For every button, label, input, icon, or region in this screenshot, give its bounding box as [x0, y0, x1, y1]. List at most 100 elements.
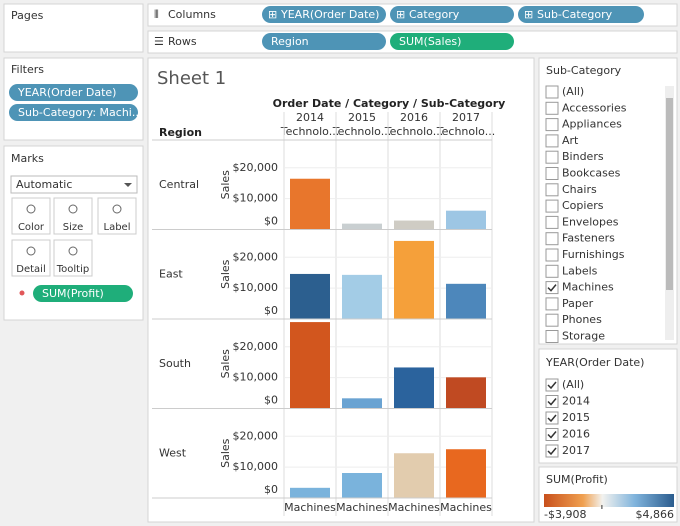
subcategory-label: Machines: [440, 501, 492, 514]
button-icon: [26, 246, 36, 256]
filter-item[interactable]: Labels: [562, 264, 598, 277]
y-tick-label: $10,000: [233, 460, 279, 473]
filter-item[interactable]: Storage: [562, 330, 605, 343]
filter-item[interactable]: 2014: [562, 395, 590, 408]
year-header: 2014: [296, 111, 324, 124]
region-label: Central: [159, 178, 199, 191]
filter-item[interactable]: Chairs: [562, 183, 597, 196]
y-tick-label: $0: [264, 304, 278, 317]
rows-icon: ☰: [154, 35, 164, 48]
column-header: Order Date / Category / Sub-Category: [273, 97, 506, 110]
y-tick-label: $0: [264, 394, 278, 407]
filter-item[interactable]: Accessories: [562, 101, 627, 114]
pill-icon: ⊞: [524, 8, 533, 21]
filter-item[interactable]: Binders: [562, 150, 604, 163]
year-title: YEAR(Order Date): [545, 356, 644, 369]
filter-item[interactable]: 2017: [562, 444, 590, 457]
filter-item[interactable]: (All): [562, 85, 584, 98]
color-dot: [19, 290, 25, 296]
mark-type-dropdown[interactable]: [10, 175, 138, 194]
filter-item[interactable]: Fasteners: [562, 232, 615, 245]
row-pill[interactable]: SUM(Sales): [390, 33, 514, 50]
y-tick-label: $20,000: [233, 340, 279, 353]
checkbox[interactable]: [545, 428, 559, 441]
y-tick-label: $10,000: [233, 281, 279, 294]
filter-pill[interactable]: Sub-Category: Machi..: [9, 104, 139, 121]
pages-card: [3, 3, 144, 53]
filter-item[interactable]: (All): [562, 378, 584, 391]
sheet-title: Sheet 1: [157, 68, 226, 89]
checkbox[interactable]: [545, 118, 559, 132]
marks-button-label: Label: [104, 222, 131, 233]
marks-button[interactable]: [97, 197, 137, 235]
filter-pill[interactable]: YEAR(Order Date): [9, 84, 138, 101]
pill-label: SUM(Sales): [399, 35, 461, 48]
filter-item[interactable]: Phones: [562, 313, 602, 326]
column-pill-bg: [262, 6, 386, 23]
subcategory-card: [538, 57, 678, 345]
checkbox[interactable]: [545, 167, 559, 180]
checkbox[interactable]: [545, 101, 559, 115]
pill-label: YEAR(Order Date): [17, 86, 116, 99]
checkbox[interactable]: [545, 134, 559, 148]
filter-item[interactable]: 2015: [562, 411, 590, 424]
filters-title: Filters: [11, 63, 44, 76]
checkbox[interactable]: [545, 215, 559, 229]
pill-label: SUM(Profit): [42, 287, 104, 300]
filter-item[interactable]: Machines: [562, 281, 614, 294]
marks-button[interactable]: [11, 197, 51, 235]
checkbox[interactable]: [545, 444, 559, 458]
pill-icon: ⊞: [268, 8, 277, 21]
y-axis-title: Sales: [219, 170, 232, 200]
filter-item[interactable]: 2016: [562, 428, 590, 441]
checkbox[interactable]: [545, 183, 559, 197]
marks-button[interactable]: [53, 239, 93, 277]
bar: [394, 453, 434, 498]
column-pill-bg: [390, 6, 514, 23]
checkbox[interactable]: [545, 281, 559, 295]
pill-label: Sub-Category: [537, 8, 613, 21]
column-pill[interactable]: ⊞ YEAR(Order Date): [262, 6, 386, 23]
marks-button[interactable]: [53, 197, 93, 235]
y-axis-title: Sales: [219, 438, 232, 468]
marks-button[interactable]: [11, 239, 51, 277]
checkbox[interactable]: [545, 232, 559, 246]
checkbox[interactable]: [545, 313, 559, 327]
filter-item[interactable]: Paper: [562, 297, 594, 310]
check-mark: [547, 414, 557, 423]
checkbox[interactable]: [545, 411, 559, 425]
checkbox[interactable]: [545, 330, 559, 343]
filter-item[interactable]: Appliances: [562, 118, 622, 131]
category-header: Technolo...: [280, 125, 339, 138]
column-pill[interactable]: ⊞ Category: [390, 6, 514, 23]
filter-item[interactable]: Copiers: [562, 199, 604, 212]
scroll-thumb[interactable]: [666, 98, 673, 290]
checkbox[interactable]: [545, 248, 559, 262]
row-pill[interactable]: Region: [262, 33, 386, 50]
checkbox[interactable]: [545, 150, 559, 164]
filter-item[interactable]: Furnishings: [562, 248, 625, 261]
filter-item[interactable]: Envelopes: [562, 215, 619, 228]
checkbox[interactable]: [545, 85, 559, 99]
filter-item[interactable]: Bookcases: [562, 167, 621, 180]
dropdown-arrow: [124, 183, 132, 187]
profit-pill[interactable]: SUM(Profit): [33, 285, 133, 302]
y-axis-title: Sales: [219, 259, 232, 289]
bar: [394, 240, 434, 319]
y-tick-label: $20,000: [233, 429, 279, 442]
profit-pill-bg: [33, 285, 133, 302]
pill-icon: ⊞: [396, 8, 405, 21]
bar: [290, 322, 330, 409]
checkbox[interactable]: [545, 378, 559, 392]
y-tick-label: $0: [264, 215, 278, 228]
checkbox[interactable]: [545, 395, 559, 408]
filter-item[interactable]: Art: [562, 134, 579, 147]
year-header: 2017: [452, 111, 480, 124]
bar: [342, 473, 382, 498]
column-pill[interactable]: ⊞ Sub-Category: [518, 6, 644, 23]
checkbox[interactable]: [545, 297, 559, 311]
checkbox[interactable]: [545, 199, 559, 213]
bar: [446, 210, 486, 230]
checkbox[interactable]: [545, 264, 559, 278]
